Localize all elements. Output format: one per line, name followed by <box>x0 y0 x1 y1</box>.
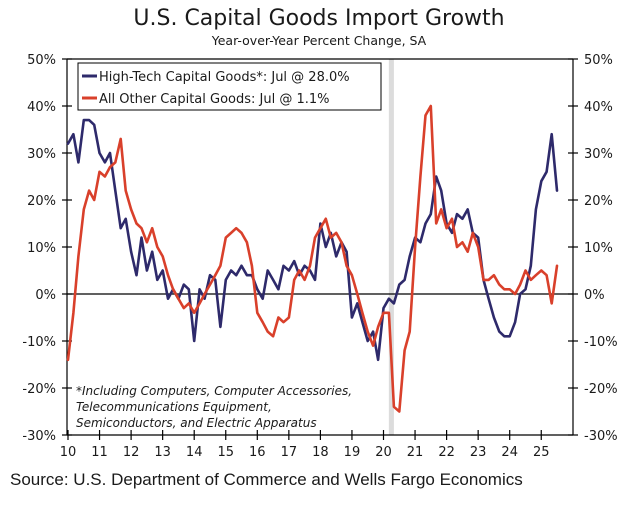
y-tick-label-right: 40% <box>584 100 613 115</box>
x-axis: 10 11 12 13 14 15 16 17 18 19 20 21 22 23 24 25 <box>60 430 550 460</box>
y-tick-label-left: 40% <box>27 100 56 115</box>
footnote-line-2: Telecommunications Equipment, <box>76 400 272 414</box>
y-tick-label-left: 0% <box>35 288 56 303</box>
x-tick-label: 12 <box>123 445 140 460</box>
chart-subtitle: Year-over-Year Percent Change, SA <box>211 33 427 48</box>
chart-title: U.S. Capital Goods Import Growth <box>133 6 505 31</box>
x-tick-label: 21 <box>407 445 424 460</box>
x-tick-label: 25 <box>533 445 550 460</box>
x-tick-label: 24 <box>501 445 518 460</box>
series-line-high-tech <box>66 118 559 362</box>
x-tick-label: 19 <box>344 445 361 460</box>
x-tick-label: 13 <box>154 445 171 460</box>
series-group <box>66 104 559 413</box>
y-tick-label-right: 10% <box>584 241 613 256</box>
y-tick-label-left: -10% <box>22 335 56 350</box>
x-tick-label: 17 <box>281 445 298 460</box>
source-note: Source: U.S. Department of Commerce and … <box>10 470 523 489</box>
recession-band <box>388 59 394 435</box>
y-tick-label-left: -30% <box>22 429 56 444</box>
x-tick-label: 16 <box>249 445 266 460</box>
x-tick-label: 15 <box>217 445 234 460</box>
y-tick-label-right: -20% <box>584 382 618 397</box>
x-tick-label: 20 <box>375 445 392 460</box>
y-tick-label-left: 10% <box>27 241 56 256</box>
series-line-all-other <box>66 104 559 413</box>
y-tick-label-right: 50% <box>584 53 613 68</box>
y-tick-label-right: -10% <box>584 335 618 350</box>
x-tick-label: 23 <box>470 445 487 460</box>
y-tick-label-right: 30% <box>584 147 613 162</box>
y-tick-label-right: -30% <box>584 429 618 444</box>
y-tick-label-right: 20% <box>584 194 613 209</box>
y-axis-right: 50% 40% 30% 20% 10% 0% -10% -20% -30% <box>568 53 618 444</box>
legend: High-Tech Capital Goods*: Jul @ 28.0% Al… <box>77 62 382 111</box>
footnote-line-1: *Including Computers, Computer Accessori… <box>76 384 352 398</box>
x-tick-label: 22 <box>438 445 455 460</box>
legend-label-all-other: All Other Capital Goods: Jul @ 1.1% <box>99 92 330 107</box>
x-tick-label: 14 <box>186 445 203 460</box>
footnote: *Including Computers, Computer Accessori… <box>76 384 352 430</box>
x-tick-label: 11 <box>91 445 108 460</box>
y-tick-label-left: 50% <box>27 53 56 68</box>
y-tick-label-right: 0% <box>584 288 605 303</box>
legend-box <box>77 62 382 111</box>
y-tick-label-left: 20% <box>27 194 56 209</box>
y-axis-left: 50% 40% 30% 20% 10% 0% -10% -20% -30% <box>22 53 72 444</box>
x-tick-label: 18 <box>312 445 329 460</box>
y-tick-label-left: -20% <box>22 382 56 397</box>
footnote-line-3: Semiconductors, and Electric Apparatus <box>76 416 317 430</box>
y-tick-label-left: 30% <box>27 147 56 162</box>
legend-label-high-tech: High-Tech Capital Goods*: Jul @ 28.0% <box>99 70 350 85</box>
x-tick-label: 10 <box>60 445 77 460</box>
